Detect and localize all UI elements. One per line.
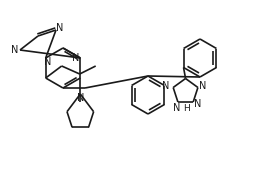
Text: H: H [183,104,190,113]
Text: N: N [11,45,19,55]
Text: N: N [162,81,170,92]
Text: N: N [44,57,51,67]
Text: N: N [77,93,84,103]
Text: N: N [195,99,202,109]
Text: N: N [56,23,64,33]
Text: N: N [173,103,181,113]
Text: N: N [199,81,207,92]
Text: N: N [72,53,79,63]
